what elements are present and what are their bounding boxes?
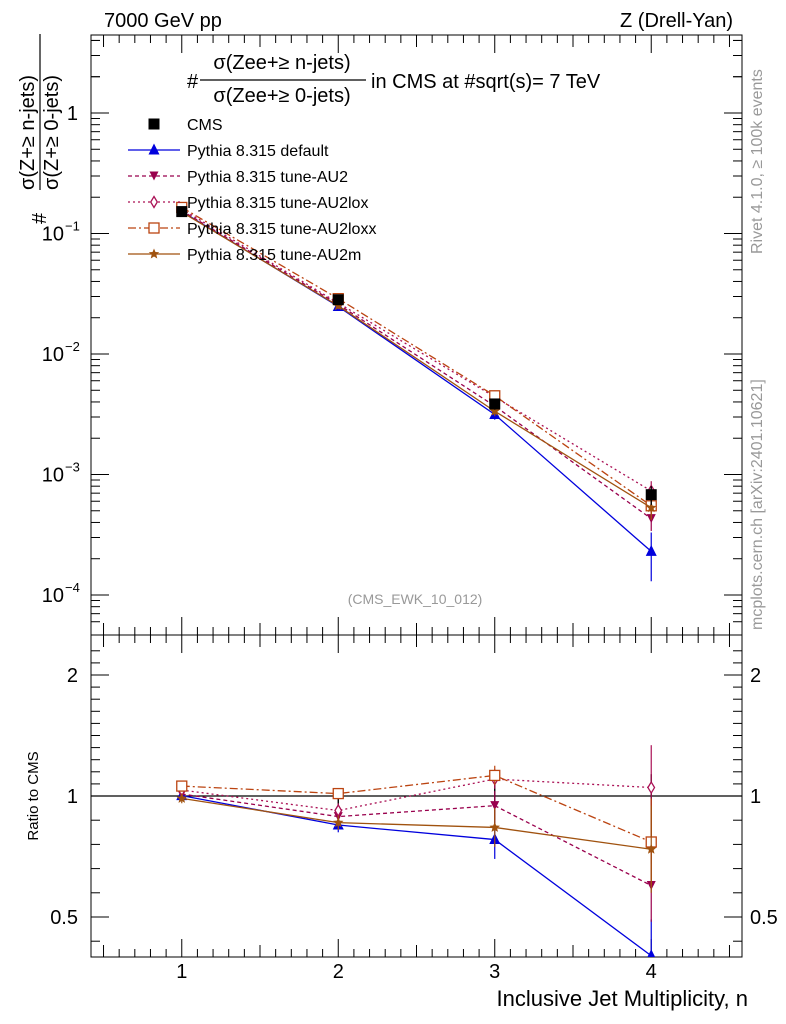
y-tick-label: 10 xyxy=(42,224,64,246)
legend-label-au2: Pythia 8.315 tune-AU2 xyxy=(187,169,348,186)
ratio-tick-label: 0.5 xyxy=(50,907,78,929)
series-line-au2m xyxy=(181,211,652,509)
y-tick-label: 1 xyxy=(67,103,78,125)
point-cms xyxy=(332,294,344,306)
y-axis-label: σ(Z+≥ n-jets) σ(Z+≥ 0-jets) # xyxy=(17,34,63,224)
ratio-line-au2lox xyxy=(181,778,652,812)
y-tick-label: 10 xyxy=(42,585,64,607)
point-cms xyxy=(645,489,657,501)
y-label-denominator: σ(Z+≥ 0-jets) xyxy=(41,75,63,190)
ratio-line-au2loxx xyxy=(181,774,652,843)
ratio-point-au2m xyxy=(489,821,500,832)
legend: CMS Pythia 8.315 default Pythia 8.315 tune… xyxy=(128,117,376,264)
y-tick-exponent: −4 xyxy=(65,580,80,595)
ratio-tick-label-right: 2 xyxy=(750,665,761,687)
ratio-series-group xyxy=(176,745,657,957)
title-numerator: σ(Zee+≥ n-jets) xyxy=(213,52,350,74)
ratio-point-au2loxx xyxy=(332,787,344,800)
series-line-au2lox xyxy=(181,208,652,492)
ratio-axis-label: Ratio to CMS xyxy=(25,751,42,840)
main-y-axis: 110−110−210−310−4 xyxy=(42,39,742,623)
header-right: Z (Drell-Yan) xyxy=(620,10,733,32)
legend-item-au2m: Pythia 8.315 tune-AU2m xyxy=(128,247,361,264)
x-tick-label: 3 xyxy=(489,961,500,983)
point-au2m xyxy=(333,300,344,311)
legend-marker-au2lox xyxy=(149,195,159,209)
analysis-tag: (CMS_EWK_10_012) xyxy=(348,591,483,607)
y-label-hash: # xyxy=(29,212,51,224)
ratio-point-au2m xyxy=(646,843,657,854)
point-cms xyxy=(176,206,188,218)
title-denominator: σ(Zee+≥ 0-jets) xyxy=(213,85,350,107)
point-au2m xyxy=(646,502,657,513)
y-tick-label: 10 xyxy=(42,344,64,366)
ratio-line-default xyxy=(181,794,652,957)
ratio-series-au2lox xyxy=(177,745,656,864)
legend-item-default: Pythia 8.315 default xyxy=(128,143,329,160)
ratio-point-au2lox xyxy=(647,780,656,795)
legend-label-default: Pythia 8.315 default xyxy=(187,143,329,160)
header-left: 7000 GeV pp xyxy=(104,10,222,32)
ratio-line-au2 xyxy=(181,793,652,887)
point-cms xyxy=(489,398,501,410)
y-tick-label: 10 xyxy=(42,465,64,487)
legend-item-au2lox: Pythia 8.315 tune-AU2lox xyxy=(128,195,368,212)
ratio-point-au2loxx xyxy=(489,769,501,782)
ratio-series-default xyxy=(176,789,656,957)
ratio-tick-label: 1 xyxy=(67,786,78,808)
y-label-numerator: σ(Z+≥ n-jets) xyxy=(17,75,39,190)
legend-label-au2m: Pythia 8.315 tune-AU2m xyxy=(187,247,361,264)
ratio-tick-label: 2 xyxy=(67,665,78,687)
x-tick-label: 1 xyxy=(176,961,187,983)
plot-title: # σ(Zee+≥ n-jets) σ(Zee+≥ 0-jets) in CMS… xyxy=(187,52,601,107)
legend-marker-default xyxy=(148,143,160,155)
legend-marker-data xyxy=(148,118,160,130)
ratio-line-au2m xyxy=(181,797,652,850)
legend-label-data: CMS xyxy=(187,117,223,134)
main-series-group xyxy=(176,201,657,582)
x-axis-label: Inclusive Jet Multiplicity, n xyxy=(497,986,748,1011)
title-hash: # xyxy=(187,71,199,93)
point-default xyxy=(645,544,657,556)
legend-marker-au2loxx xyxy=(148,222,160,234)
y-tick-exponent: −3 xyxy=(65,460,80,475)
ratio-tick-label-right: 1 xyxy=(750,786,761,808)
x-tick-label: 4 xyxy=(646,961,657,983)
legend-item-au2: Pythia 8.315 tune-AU2 xyxy=(128,169,348,186)
mcplots-label: mcplots.cern.ch [arXiv:2401.10621] xyxy=(749,379,766,630)
x-tick-label: 2 xyxy=(333,961,344,983)
series-line-au2loxx xyxy=(181,206,652,507)
ratio-point-default xyxy=(647,949,656,957)
y-tick-exponent: −1 xyxy=(65,219,80,234)
legend-marker-au2 xyxy=(149,171,159,181)
ratio-point-au2m xyxy=(176,792,187,803)
ratio-point-au2 xyxy=(490,801,500,811)
ratio-point-au2m xyxy=(333,817,344,828)
series-line-au2 xyxy=(181,210,652,520)
ratio-tick-label-right: 0.5 xyxy=(750,907,778,929)
x-axis: 1 2 3 4 xyxy=(103,35,730,983)
ratio-y-axis: 0.5 0.5 1 1 2 2 xyxy=(50,650,778,942)
legend-item-data: CMS xyxy=(148,117,223,134)
ratio-series-au2m xyxy=(176,792,657,893)
ratio-point-au2loxx xyxy=(176,780,188,792)
title-suffix: in CMS at #sqrt(s)= 7 TeV xyxy=(371,71,601,93)
y-tick-exponent: −2 xyxy=(65,339,80,354)
legend-label-au2lox: Pythia 8.315 tune-AU2lox xyxy=(187,195,368,212)
series-cms-data xyxy=(176,206,657,505)
rivet-label: Rivet 4.1.0, ≥ 100k events xyxy=(749,69,766,254)
legend-item-au2loxx: Pythia 8.315 tune-AU2loxx xyxy=(128,221,376,238)
legend-marker-au2m xyxy=(148,248,160,259)
point-au2m xyxy=(489,405,500,416)
legend-label-au2loxx: Pythia 8.315 tune-AU2loxx xyxy=(187,221,376,238)
